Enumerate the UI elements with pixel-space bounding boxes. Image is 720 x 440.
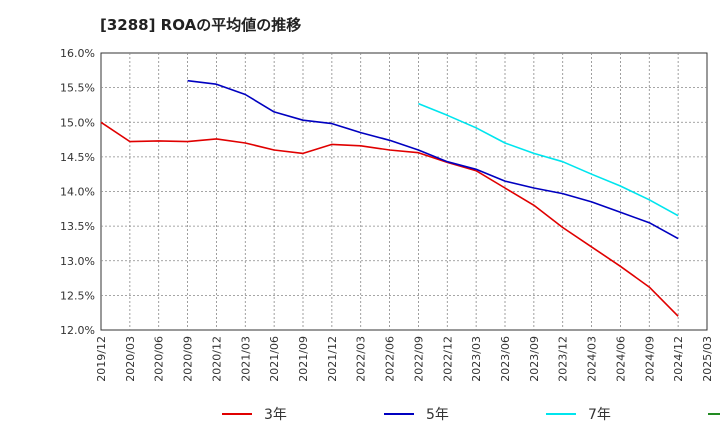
y-tick-label: 14.0%: [60, 186, 95, 199]
x-tick-label: 2023/06: [499, 336, 512, 382]
x-tick-label: 2020/03: [124, 336, 137, 382]
series-line-7年: [418, 102, 679, 217]
x-tick-labels: 2019/12 2020/03 2020/06 2020/09 2020/12 2021/…: [95, 336, 714, 382]
y-tick-label: 12.5%: [60, 289, 95, 302]
plot-area: [100, 52, 708, 331]
y-tick-label: 14.5%: [60, 151, 95, 164]
legend: 3年5年7年10年: [222, 407, 720, 423]
x-tick-label: 2023/09: [528, 336, 541, 382]
y-tick-label: 13.0%: [60, 255, 95, 268]
x-tick-label: 2019/12: [95, 336, 108, 382]
x-tick-label: 2022/06: [384, 336, 397, 382]
x-tick-label: 2025/03: [701, 336, 714, 382]
x-tick-label: 2024/09: [643, 336, 656, 382]
x-tick-label: 2021/09: [297, 336, 310, 382]
y-tick-label: 12.0%: [60, 324, 95, 337]
y-tick-label: 15.0%: [60, 116, 95, 129]
series-line-5年: [187, 79, 679, 240]
legend-label: 7年: [588, 407, 611, 423]
legend-label: 5年: [426, 407, 449, 423]
x-tick-label: 2024/03: [586, 336, 599, 382]
series-lines: [100, 79, 679, 317]
x-tick-label: 2021/12: [326, 336, 339, 382]
x-tick-label: 2020/09: [182, 336, 195, 382]
x-tick-label: 2024/06: [614, 336, 627, 382]
y-tick-labels: 16.0% 15.5% 15.0% 14.5% 14.0% 13.5% 13.0% 12.5%…: [60, 47, 95, 337]
x-tick-label: 2024/12: [672, 336, 685, 382]
x-tick-label: 2021/06: [268, 336, 281, 382]
series-line-3年: [100, 121, 679, 317]
y-tick-label: 16.0%: [60, 47, 95, 60]
x-tick-label: 2020/12: [210, 336, 223, 382]
x-tick-label: 2023/03: [470, 336, 483, 382]
grid-lines: [101, 53, 707, 330]
x-tick-label: 2021/03: [239, 336, 252, 382]
x-tick-label: 2023/12: [557, 336, 570, 382]
x-tick-label: 2022/12: [441, 336, 454, 382]
legend-label: 3年: [264, 407, 287, 423]
chart-title: [3288] ROAの平均値の推移: [100, 16, 302, 34]
x-tick-label: 2022/03: [355, 336, 368, 382]
y-tick-label: 15.5%: [60, 82, 95, 95]
x-tick-label: 2022/09: [412, 336, 425, 382]
y-tick-label: 13.5%: [60, 220, 95, 233]
x-tick-label: 2020/06: [153, 336, 166, 382]
